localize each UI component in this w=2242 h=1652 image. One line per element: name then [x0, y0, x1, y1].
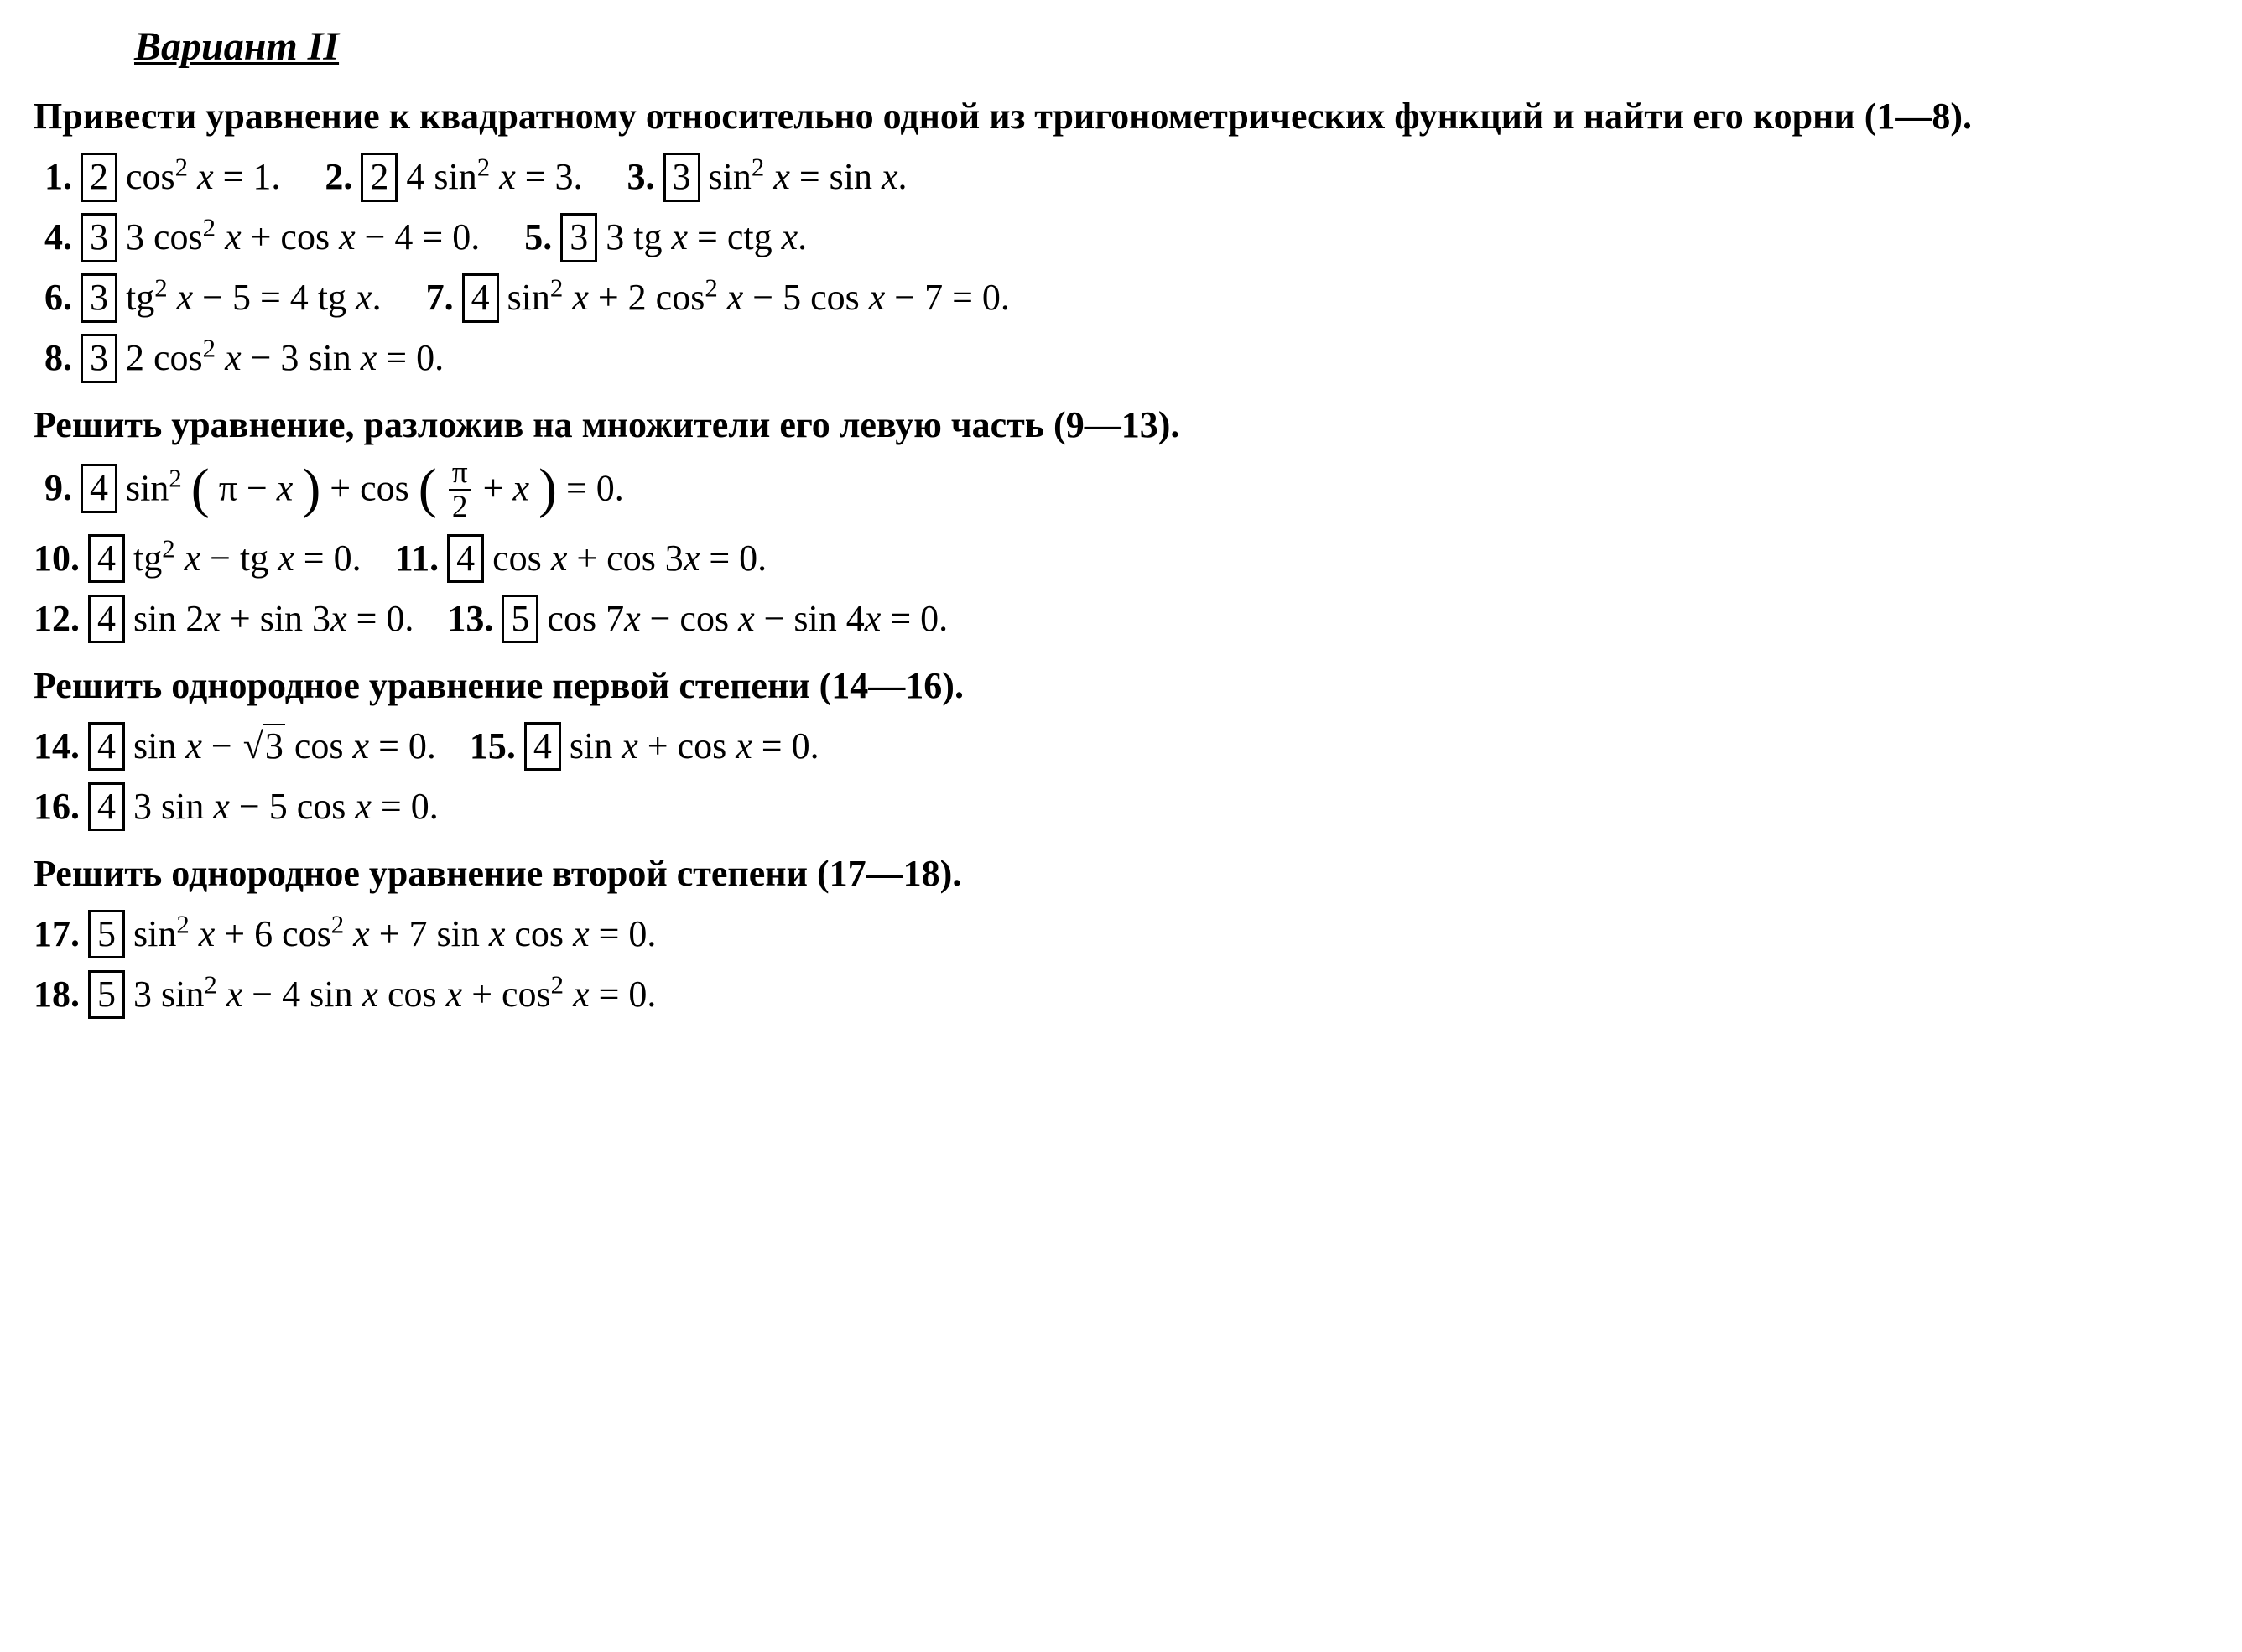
equation: cos2 x = 1.	[126, 149, 280, 205]
difficulty-box: 3	[81, 273, 117, 323]
problem-number: 11.	[395, 531, 440, 586]
problem-number: 17.	[34, 907, 80, 962]
worksheet-body: Привести уравнение к квадратному относит…	[34, 89, 2208, 1026]
equation: sin x + cos x = 0.	[570, 719, 819, 774]
problem-number: 6.	[34, 270, 72, 325]
difficulty-box: 5	[88, 910, 125, 959]
difficulty-box: 3	[81, 213, 117, 262]
problem-number: 16.	[34, 779, 80, 834]
equation: 3 cos2 x + cos x − 4 = 0.	[126, 210, 480, 265]
problem-number: 5.	[513, 210, 552, 265]
difficulty-box: 4	[88, 722, 125, 771]
equation: tg2 x − 5 = 4 tg x.	[126, 270, 382, 325]
problem-row: 6.3tg2 x − 5 = 4 tg x. 7.4sin2 x + 2 cos2…	[34, 270, 2208, 329]
problem: 1.2cos2 x = 1.	[34, 149, 280, 205]
problem: 10.4tg2 x − tg x = 0.	[34, 531, 362, 586]
problem: 18.53 sin2 x − 4 sin x cos x + cos2 x = …	[34, 967, 656, 1022]
problem: 14.4sin x − 3 cos x = 0.	[34, 719, 436, 774]
equation: 2 cos2 x − 3 sin x = 0.	[126, 330, 444, 386]
problem-number: 10.	[34, 531, 80, 586]
problem-row: 17.5sin2 x + 6 cos2 x + 7 sin x cos x = …	[34, 907, 2208, 965]
problem: 17.5sin2 x + 6 cos2 x + 7 sin x cos x = …	[34, 907, 656, 962]
section-instruction: Решить однородное уравнение первой степе…	[34, 658, 2208, 714]
equation: cos 7x − cos x − sin 4x = 0.	[547, 591, 948, 647]
problem: 11.4cos x + cos 3x = 0.	[395, 531, 767, 586]
problem-row: 4.33 cos2 x + cos x − 4 = 0.5.33 tg x = …	[34, 210, 2208, 268]
problem: 12.4sin 2x + sin 3x = 0.	[34, 591, 414, 647]
difficulty-box: 5	[88, 970, 125, 1020]
problem-number: 14.	[34, 719, 80, 774]
equation: sin2 x + 2 cos2 x − 5 cos x − 7 = 0.	[507, 270, 1010, 325]
difficulty-box: 2	[361, 153, 398, 202]
problem-number: 12.	[34, 591, 80, 647]
problem-row: 14.4sin x − 3 cos x = 0.15.4sin x + cos …	[34, 719, 2208, 777]
problem-number: 9.	[34, 460, 72, 516]
problem: 6.3tg2 x − 5 = 4 tg x.	[34, 270, 382, 325]
equation: 4 sin2 x = 3.	[406, 149, 582, 205]
equation: 3 tg x = ctg x.	[606, 210, 807, 265]
problem: 4.33 cos2 x + cos x − 4 = 0.	[34, 210, 480, 265]
problem-number: 3.	[616, 149, 655, 205]
equation: sin2 x + 6 cos2 x + 7 sin x cos x = 0.	[133, 907, 656, 962]
equation: 3 sin x − 5 cos x = 0.	[133, 779, 439, 834]
problem: 7.4sin2 x + 2 cos2 x − 5 cos x − 7 = 0.	[415, 270, 1010, 325]
section-instruction: Решить однородное уравнение второй степе…	[34, 846, 2208, 901]
difficulty-box: 4	[524, 722, 561, 771]
difficulty-box: 3	[81, 334, 117, 383]
problem: 2.24 sin2 x = 3.	[314, 149, 582, 205]
equation: sin2 x = sin x.	[709, 149, 908, 205]
problem-row: 8.32 cos2 x − 3 sin x = 0.	[34, 330, 2208, 389]
equation: tg2 x − tg x = 0.	[133, 531, 362, 586]
problem: 8.32 cos2 x − 3 sin x = 0.	[34, 330, 444, 386]
section-instruction: Привести уравнение к квадратному относит…	[34, 89, 2208, 144]
difficulty-box: 4	[88, 782, 125, 832]
difficulty-box: 4	[447, 534, 484, 584]
difficulty-box: 4	[462, 273, 499, 323]
problem: 3.3sin2 x = sin x.	[616, 149, 908, 205]
problem: 5.33 tg x = ctg x.	[513, 210, 807, 265]
problem-number: 7.	[415, 270, 454, 325]
problem-number: 4.	[34, 210, 72, 265]
problem-number: 2.	[314, 149, 352, 205]
difficulty-box: 4	[88, 534, 125, 584]
problem-number: 18.	[34, 967, 80, 1022]
equation: 3 sin2 x − 4 sin x cos x + cos2 x = 0.	[133, 967, 656, 1022]
problem-row: 9.4sin2 ( π − x ) + cos ( π2 + x ) = 0.	[34, 458, 2208, 529]
difficulty-box: 4	[88, 595, 125, 644]
difficulty-box: 4	[81, 464, 117, 513]
problem: 15.4sin x + cos x = 0.	[470, 719, 819, 774]
problem-number: 13.	[447, 591, 493, 647]
worksheet-title: Вариант II	[134, 17, 2208, 77]
difficulty-box: 2	[81, 153, 117, 202]
difficulty-box: 3	[560, 213, 597, 262]
equation: sin 2x + sin 3x = 0.	[133, 591, 414, 647]
section-instruction: Решить уравнение, разложив на множители …	[34, 397, 2208, 453]
problem: 13.5cos 7x − cos x − sin 4x = 0.	[447, 591, 948, 647]
equation: sin2 ( π − x ) + cos ( π2 + x ) = 0.	[126, 458, 624, 526]
problem-row: 18.53 sin2 x − 4 sin x cos x + cos2 x = …	[34, 967, 2208, 1026]
problem-row: 16.43 sin x − 5 cos x = 0.	[34, 779, 2208, 838]
difficulty-box: 3	[663, 153, 700, 202]
problem-row: 1.2cos2 x = 1.2.24 sin2 x = 3.3.3sin2 x …	[34, 149, 2208, 208]
equation: sin x − 3 cos x = 0.	[133, 719, 436, 774]
problem: 9.4sin2 ( π − x ) + cos ( π2 + x ) = 0.	[34, 458, 624, 526]
problem-number: 8.	[34, 330, 72, 386]
problem-row: 10.4tg2 x − tg x = 0.11.4cos x + cos 3x …	[34, 531, 2208, 590]
problem-row: 12.4sin 2x + sin 3x = 0. 13.5cos 7x − cos…	[34, 591, 2208, 650]
problem-number: 15.	[470, 719, 516, 774]
problem-number: 1.	[34, 149, 72, 205]
problem: 16.43 sin x − 5 cos x = 0.	[34, 779, 439, 834]
difficulty-box: 5	[502, 595, 538, 644]
equation: cos x + cos 3x = 0.	[492, 531, 767, 586]
